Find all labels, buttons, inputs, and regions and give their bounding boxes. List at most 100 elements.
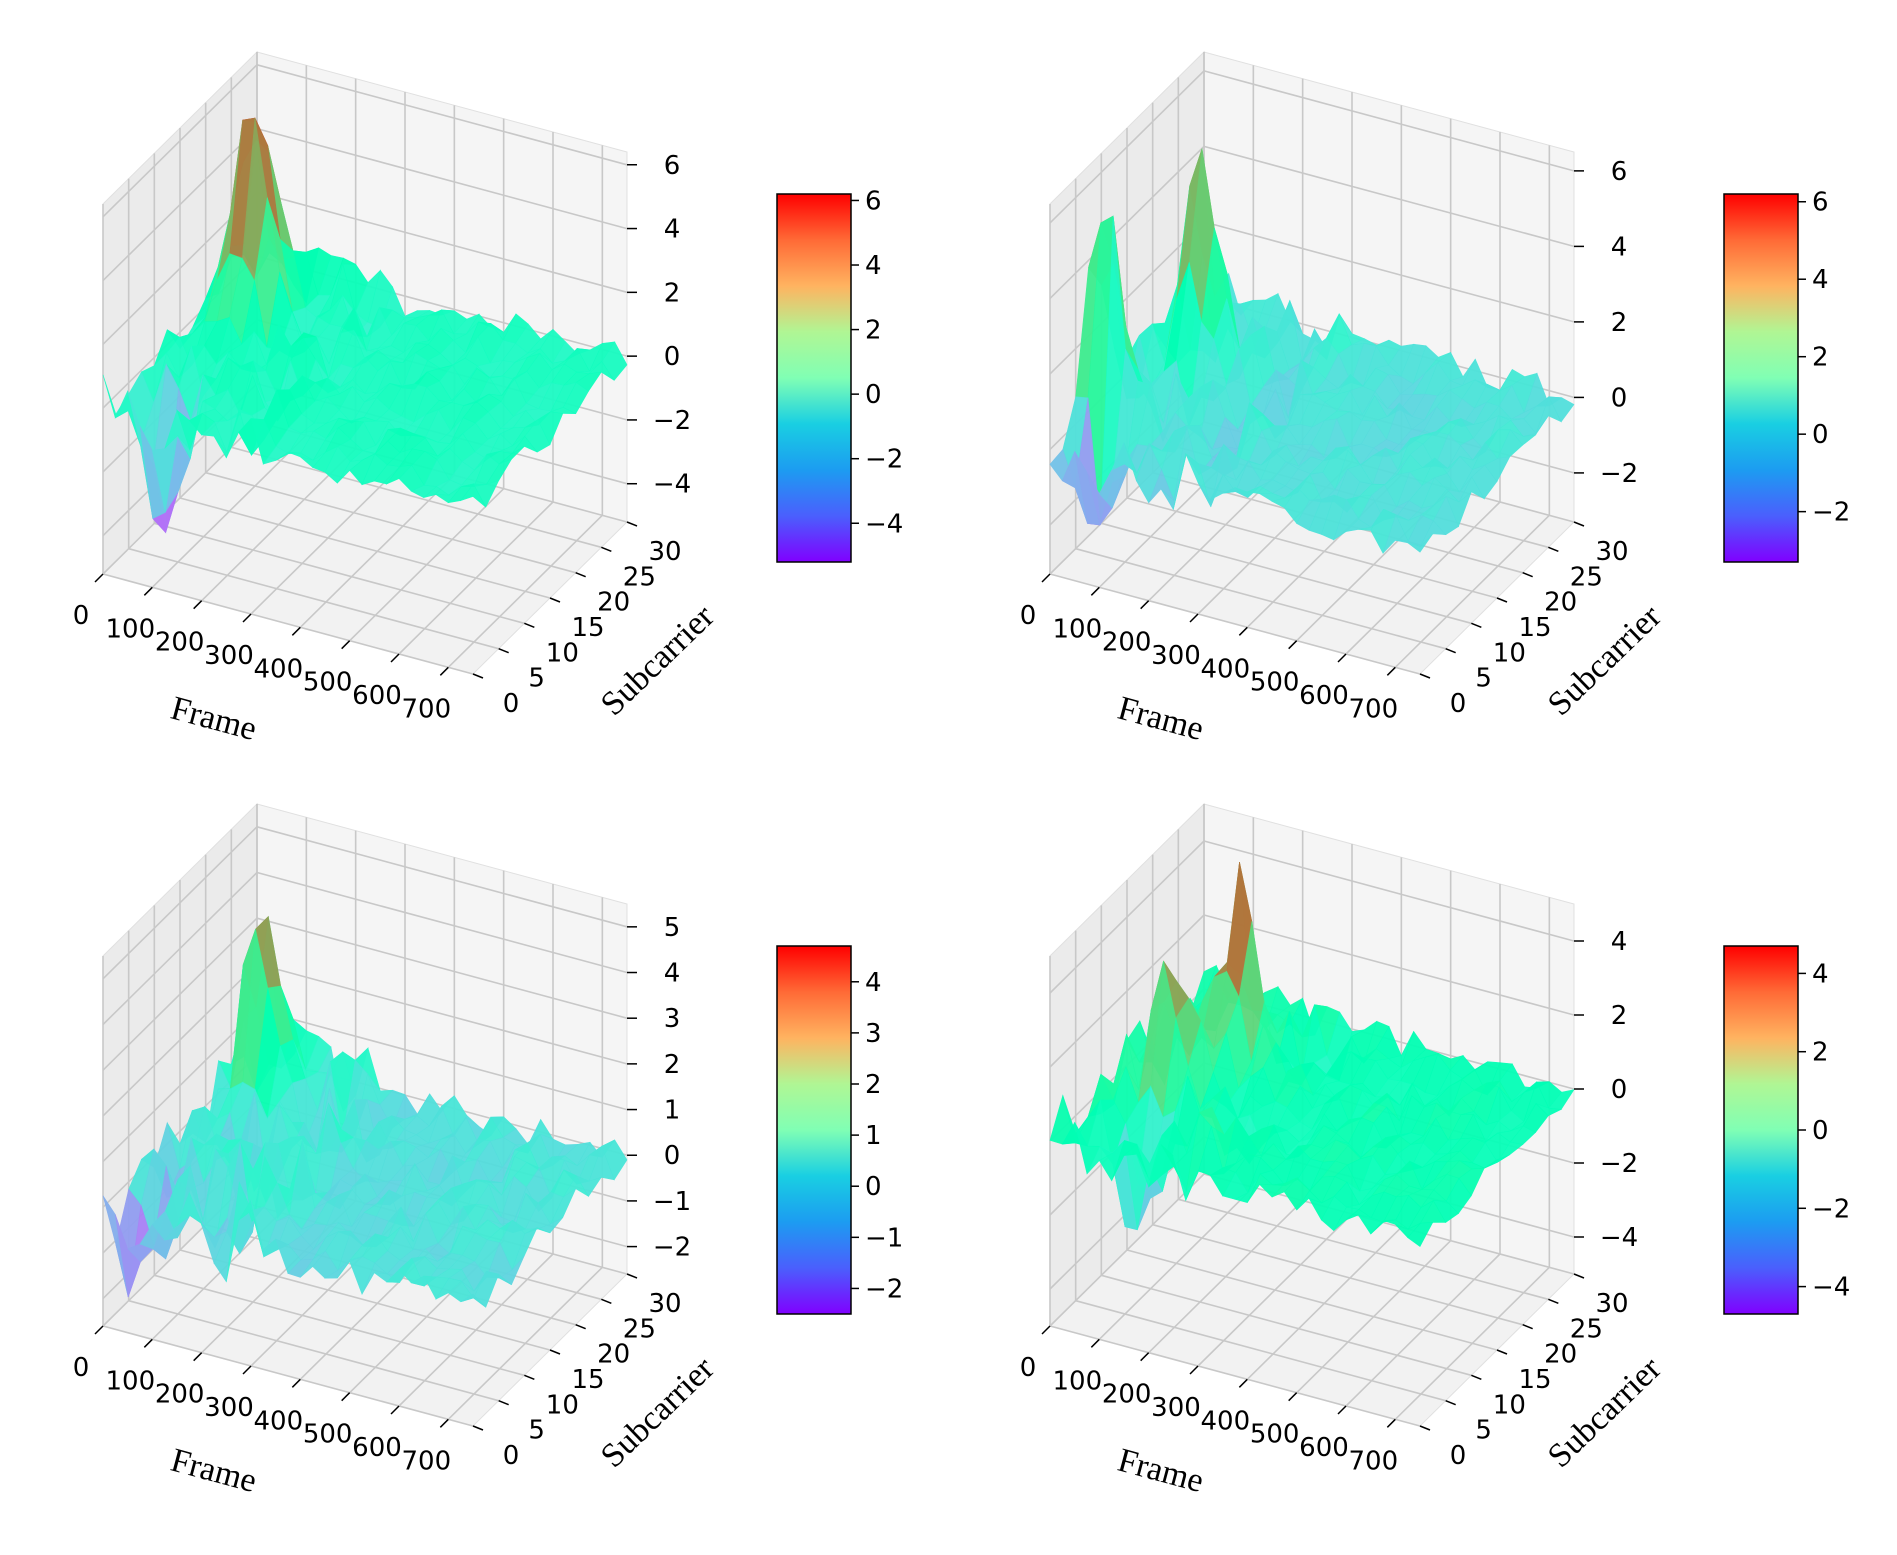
frame-tick-label: 300 xyxy=(204,1393,254,1423)
colorbar-tick-label: 2 xyxy=(1812,1038,1829,1068)
frame-tick xyxy=(1090,1338,1100,1348)
surface-plot xyxy=(1049,861,1575,1247)
surface-cell xyxy=(460,1293,487,1308)
subcarrier-tick-label: 25 xyxy=(623,562,656,592)
z-tick-label: 0 xyxy=(1611,1075,1628,1105)
z-tick-label: 5 xyxy=(664,913,681,943)
frame-tick-label: 300 xyxy=(1151,641,1201,671)
subcarrier-tick-label: 25 xyxy=(1570,562,1603,592)
subcarrier-tick-label: 0 xyxy=(1450,689,1467,719)
frame-tick xyxy=(1386,1418,1396,1428)
frame-tick-label: 200 xyxy=(155,628,205,658)
subcarrier-tick-label: 30 xyxy=(648,537,681,567)
subcarrier-tick xyxy=(1573,1273,1585,1279)
surface-plot xyxy=(1049,148,1575,554)
grid-line-sub xyxy=(128,1299,499,1402)
surface-cell xyxy=(1407,1221,1434,1247)
frame-tick-label: 200 xyxy=(155,1380,205,1410)
frame-tick xyxy=(439,666,449,676)
colorbar: 4 2 0 −2 −4 xyxy=(1723,945,1850,1315)
frame-tick-label: 0 xyxy=(73,601,90,631)
z-axis: 4 2 0 −2 −4 xyxy=(1574,927,1638,1253)
grid-line-sub xyxy=(1101,522,1472,625)
grid-line-sub xyxy=(1152,1223,1523,1326)
grid-line-sub xyxy=(1075,547,1446,650)
subcarrier-tick xyxy=(1445,1399,1456,1406)
grid-line-sub xyxy=(1049,1325,1421,1427)
frame-tick xyxy=(1337,653,1347,663)
colorbar-tick-label: 3 xyxy=(865,1019,882,1049)
subcarrier-tick xyxy=(524,622,535,629)
frame-tick xyxy=(1288,1392,1298,1402)
frame-tick xyxy=(193,600,203,610)
frame-axis-title: Frame xyxy=(1114,1442,1207,1500)
frame-tick-label: 100 xyxy=(106,614,156,644)
colorbar-gradient xyxy=(1723,945,1799,1315)
colorbar-tick-label: 4 xyxy=(865,968,882,998)
grid-line-z xyxy=(102,63,628,218)
colorbar-tick-label: 0 xyxy=(865,1172,882,1202)
frame-tick xyxy=(94,1325,104,1335)
frame-tick-label: 400 xyxy=(254,1406,304,1436)
subcarrier-tick-label: 10 xyxy=(1493,1390,1526,1420)
z-tick-label: −4 xyxy=(1600,1223,1638,1253)
subcarrier-tick-label: 10 xyxy=(546,638,579,668)
grid-line-sub xyxy=(128,547,499,650)
grid-line-sub xyxy=(1126,1249,1498,1351)
frame-tick-label: 400 xyxy=(1201,654,1251,684)
z-tick-label: −2 xyxy=(1600,1149,1638,1179)
subcarrier-tick xyxy=(575,571,586,578)
colorbar-gradient xyxy=(1723,193,1799,563)
subcarrier-tick-label: 0 xyxy=(1450,1441,1467,1471)
colorbar-tick-label: −2 xyxy=(865,1274,903,1304)
frame-tick-label: 100 xyxy=(1053,614,1103,644)
subcarrier-tick-label: 20 xyxy=(597,588,630,618)
subcarrier-tick xyxy=(601,546,612,553)
frame-tick-label: 500 xyxy=(1250,668,1300,698)
frame-tick xyxy=(1041,1325,1051,1335)
subcarrier-tick-label: 10 xyxy=(1493,638,1526,668)
frame-tick xyxy=(1189,1365,1199,1375)
subcarrier-tick xyxy=(1522,1323,1533,1330)
subcarrier-tick-label: 5 xyxy=(1475,664,1492,694)
grid-line-sub xyxy=(1075,1299,1446,1402)
subcarrier-tick xyxy=(549,597,561,603)
frame-tick xyxy=(242,1365,252,1375)
subcarrier-tick xyxy=(1573,521,1585,527)
z-tick-label: 6 xyxy=(664,151,681,181)
surface-cell xyxy=(1407,533,1434,553)
grid-line-sub xyxy=(102,573,474,675)
colorbar-tick-label: 2 xyxy=(865,316,882,346)
z-tick-label: −4 xyxy=(653,470,691,500)
frame-tick xyxy=(1189,613,1199,623)
colorbar-tick-label: 2 xyxy=(1812,343,1829,373)
frame-tick xyxy=(1288,640,1298,650)
subcarrier-tick xyxy=(1496,1349,1508,1355)
grid-line-z xyxy=(102,917,628,1071)
frame-tick-label: 300 xyxy=(204,641,254,671)
frame-tick xyxy=(1140,600,1150,610)
z-axis: 6 4 2 0 −2 xyxy=(1574,157,1638,489)
subcarrier-tick xyxy=(498,647,509,654)
subcarrier-tick-label: 20 xyxy=(597,1340,630,1370)
subcarrier-tick xyxy=(1471,1374,1482,1381)
grid-line-sub xyxy=(154,522,525,625)
frame-tick xyxy=(1238,1378,1248,1388)
subcarrier-tick xyxy=(549,1349,561,1355)
colorbar-tick-label: 4 xyxy=(1812,265,1829,295)
z-tick-label: 1 xyxy=(664,1096,681,1126)
frame-tick-label: 700 xyxy=(1349,694,1399,724)
z-tick-label: 4 xyxy=(664,215,681,245)
z-tick-label: 2 xyxy=(664,1050,681,1080)
frame-tick xyxy=(1041,573,1051,583)
colorbar-tick-label: 6 xyxy=(865,186,882,216)
subcarrier-tick-label: 20 xyxy=(1544,588,1577,618)
z-tick-label: 4 xyxy=(1611,927,1628,957)
colorbar-tick-label: 0 xyxy=(865,380,882,410)
frame-tick-label: 700 xyxy=(402,1446,452,1476)
grid-line-sub xyxy=(154,1274,525,1377)
grid-line-sub xyxy=(1101,1274,1472,1377)
subcarrier-tick-label: 0 xyxy=(503,689,520,719)
